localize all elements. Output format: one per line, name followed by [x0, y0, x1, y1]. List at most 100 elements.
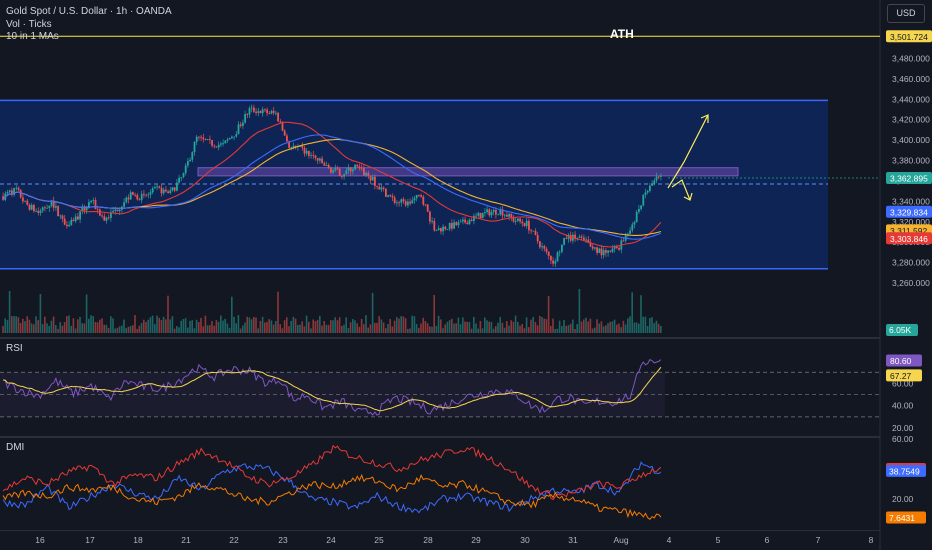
candle-body	[294, 145, 297, 147]
volume-bar	[580, 321, 583, 333]
volume-bar	[347, 327, 350, 333]
candle-body	[349, 167, 352, 172]
candle-body	[288, 141, 290, 148]
volume-bar	[79, 316, 81, 333]
volume-indicator-label[interactable]: Vol · Ticks	[6, 19, 52, 30]
candle-body	[191, 152, 194, 160]
candle-body	[576, 237, 579, 239]
volume-bar	[92, 316, 94, 333]
candle-body	[545, 248, 548, 252]
volume-bar	[323, 321, 325, 333]
volume-bar	[459, 324, 462, 333]
volume-bar	[462, 317, 464, 333]
volume-bar	[281, 328, 284, 333]
candle-body	[420, 195, 422, 197]
candle-body	[530, 230, 532, 232]
moving-averages-label[interactable]: 10 in 1 MAs	[6, 31, 59, 42]
volume-bar	[585, 317, 587, 333]
volume-bar	[418, 327, 420, 333]
volume-bar	[151, 315, 154, 333]
candle-body	[396, 202, 398, 204]
ath-label: ATH	[610, 27, 634, 41]
volume-bar	[519, 325, 521, 333]
candle-body	[369, 176, 372, 181]
candle-body	[506, 214, 508, 217]
candle-body	[343, 174, 345, 177]
candle-body	[290, 147, 293, 149]
volume-bar	[391, 326, 394, 333]
volume-bar	[385, 328, 387, 333]
volume-bar	[4, 318, 6, 333]
volume-bar	[332, 320, 334, 333]
candle-body	[451, 223, 453, 229]
volume-bar	[508, 325, 510, 333]
candle-body	[336, 168, 339, 170]
volume-bar	[103, 324, 105, 333]
volume-bar	[651, 317, 653, 333]
volume-bar	[336, 320, 339, 333]
volume-bar	[37, 320, 39, 333]
volume-bar	[8, 291, 11, 333]
volume-bar	[371, 292, 374, 333]
currency-button[interactable]: USD	[887, 4, 925, 23]
volume-bar	[145, 322, 147, 333]
volume-bar	[613, 319, 616, 333]
price-axis-value-label: 3,303.846	[890, 234, 928, 244]
rsi-pane-label[interactable]: RSI	[6, 343, 23, 354]
candle-body	[107, 217, 110, 219]
candle-body	[46, 207, 48, 209]
dmi-value-label-bg	[886, 511, 926, 524]
volume-value-label-bg	[886, 324, 918, 336]
candle-body	[228, 138, 231, 140]
candle-body	[275, 112, 277, 114]
candle-body	[136, 194, 139, 200]
candle-body	[400, 199, 403, 203]
candle-body	[19, 189, 22, 198]
projection-down-arrowhead	[683, 192, 693, 201]
symbol-title[interactable]: Gold Spot / U.S. Dollar · 1h · OANDA	[6, 6, 172, 17]
price-axis-value-label-bg	[886, 205, 932, 218]
volume-bar	[475, 323, 477, 333]
candle-body	[464, 219, 466, 223]
price-axis-value-label-bg	[886, 232, 932, 245]
volume-bar	[618, 323, 620, 333]
projection-up-arrowhead	[700, 114, 709, 123]
volume-bar	[363, 324, 365, 333]
volume-bar	[277, 291, 279, 333]
volume-bar	[321, 325, 323, 333]
volume-bar	[116, 327, 119, 333]
candle-body	[488, 209, 491, 216]
dmi-pane-label[interactable]: DMI	[6, 442, 25, 453]
volume-bar	[156, 315, 158, 333]
volume-bar	[305, 315, 308, 333]
volume-bar	[244, 322, 246, 333]
volume-bar	[272, 324, 275, 333]
volume-bar	[528, 327, 530, 333]
candle-body	[633, 222, 636, 225]
volume-bar	[297, 324, 299, 333]
volume-bar	[63, 322, 66, 333]
candle-body	[382, 187, 385, 189]
volume-bar	[200, 317, 202, 333]
candle-body	[28, 204, 31, 210]
volume-bar	[147, 319, 149, 333]
volume-bar	[343, 324, 345, 333]
volume-bar	[479, 320, 482, 333]
volume-bar	[486, 320, 488, 333]
volume-bar	[68, 315, 70, 333]
candle-body	[79, 211, 81, 220]
candle-body	[316, 158, 319, 161]
candle-body	[272, 110, 275, 113]
volume-bar	[270, 320, 273, 333]
volume-bar	[506, 321, 508, 333]
volume-bar	[587, 321, 589, 333]
price-axis-tick: 3,400.000	[892, 135, 930, 145]
candle-body	[594, 247, 596, 249]
volume-bar	[83, 323, 86, 333]
candle-body	[391, 196, 394, 198]
candle-body	[88, 202, 90, 208]
candle-body	[283, 130, 286, 136]
candle-body	[6, 192, 9, 194]
volume-bar	[17, 317, 20, 333]
